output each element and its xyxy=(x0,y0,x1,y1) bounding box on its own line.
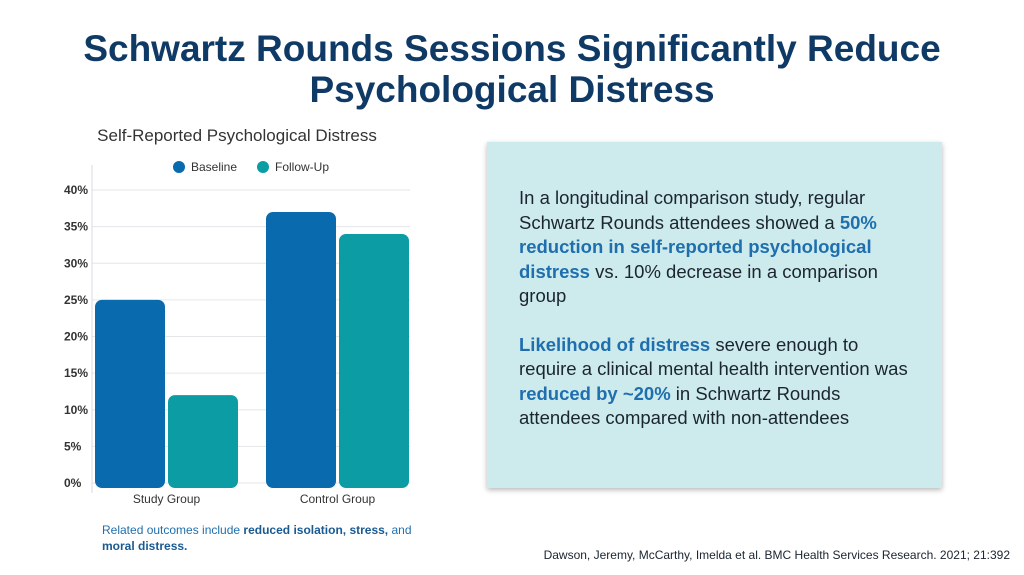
x-tick-label: Study Group xyxy=(133,492,201,506)
y-tick-label: 35% xyxy=(64,220,88,234)
x-tick-label: Control Group xyxy=(300,492,376,506)
chart-title: Self-Reported Psychological Distress xyxy=(97,126,377,145)
chart-bars xyxy=(95,211,409,488)
y-axis: 0% 5% 10% 15% 20% 25% 30% 35% 40% xyxy=(64,165,93,493)
related-outcomes-note: Related outcomes include reduced isolati… xyxy=(102,523,412,553)
y-tick-label: 25% xyxy=(64,293,88,307)
y-tick-label: 15% xyxy=(64,366,88,380)
y-tick-label: 30% xyxy=(64,256,88,270)
x-axis: Study Group Control Group xyxy=(133,492,376,506)
chart-legend: Baseline Follow-Up xyxy=(173,160,329,174)
y-tick-label: 20% xyxy=(64,330,88,344)
legend-swatch xyxy=(173,161,185,173)
finding-1-highlight: 50% reduction in self-reported psycholog… xyxy=(519,211,877,282)
finding-2-highlight-2: reduced by ~20% xyxy=(519,382,671,404)
slide-title: Schwartz Rounds Sessions Significantly R… xyxy=(83,28,941,110)
bar xyxy=(168,395,238,488)
legend-swatch xyxy=(257,161,269,173)
finding-2-highlight-1: Likelihood of distress xyxy=(519,333,711,355)
y-tick-label: 5% xyxy=(64,439,82,453)
distress-chart: Self-Reported Psychological Distress Bas… xyxy=(60,120,420,512)
finding-2: Likelihood of distress severe enough to … xyxy=(519,333,908,429)
legend-label: Follow-Up xyxy=(275,160,329,174)
finding-1: In a longitudinal comparison study, regu… xyxy=(519,187,878,306)
findings-box: In a longitudinal comparison study, regu… xyxy=(487,142,942,488)
bar xyxy=(266,211,336,488)
bar xyxy=(339,233,409,488)
bar xyxy=(95,299,165,488)
bar-chart-svg: Self-Reported Psychological Distress Bas… xyxy=(64,126,410,506)
y-tick-label: 40% xyxy=(64,183,88,197)
citation: Dawson, Jeremy, McCarthy, Imelda et al. … xyxy=(543,548,1010,562)
legend-label: Baseline xyxy=(191,160,237,174)
y-tick-label: 0% xyxy=(64,476,82,490)
y-tick-label: 10% xyxy=(64,403,88,417)
